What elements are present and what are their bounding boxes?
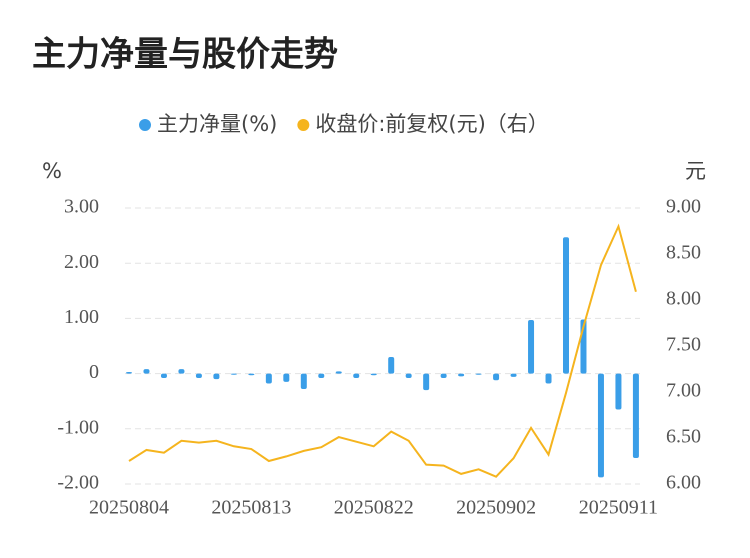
bar — [405, 373, 412, 379]
y-tick-label: 1.00 — [64, 306, 99, 328]
bar — [510, 373, 517, 377]
legend-marker — [139, 119, 151, 131]
y2-tick-label: 8.00 — [666, 288, 701, 310]
x-tick-label: 20250804 — [89, 497, 169, 519]
bar — [248, 373, 255, 376]
bar — [475, 373, 482, 375]
bar — [126, 371, 132, 374]
bar — [283, 373, 290, 382]
bar — [528, 320, 535, 374]
y-axis-unit: % — [42, 159, 62, 183]
bar — [160, 373, 167, 379]
y-tick-label: -1.00 — [57, 416, 99, 438]
legend-label: 主力净量(%) — [157, 112, 277, 136]
bar — [615, 373, 622, 410]
bar — [545, 373, 552, 384]
x-tick-label: 20250813 — [211, 497, 291, 519]
y2-tick-label: 6.00 — [666, 472, 701, 494]
chart-title: 主力净量与股价走势 — [32, 35, 338, 75]
bar — [265, 373, 272, 384]
bar — [597, 373, 604, 478]
y-tick-label: 0 — [89, 361, 99, 383]
bar — [370, 373, 377, 376]
x-tick-label: 20250902 — [456, 497, 536, 519]
y2-tick-label: 7.00 — [666, 380, 701, 402]
bar — [353, 373, 360, 379]
bar — [318, 373, 325, 379]
bar — [563, 237, 569, 374]
price-line — [128, 223, 637, 478]
legend-marker — [297, 119, 310, 131]
y2-tick-label: 9.00 — [666, 196, 701, 218]
bar — [458, 373, 465, 377]
bar — [143, 369, 150, 374]
y-tick-label: 2.00 — [64, 251, 99, 273]
bar — [195, 373, 202, 379]
y2-tick-label: 7.50 — [666, 334, 701, 356]
legend-label: 收盘价:前复权(元)（右） — [315, 112, 548, 136]
bar — [178, 369, 185, 374]
bar — [423, 373, 430, 391]
y2-tick-label: 6.50 — [666, 426, 701, 448]
bar — [632, 373, 639, 459]
bar — [440, 373, 447, 379]
bar — [493, 373, 500, 381]
x-tick-label: 20250822 — [334, 497, 414, 519]
bar — [230, 373, 237, 375]
bar — [213, 373, 220, 380]
bar — [300, 373, 307, 390]
y-tick-label: 3.00 — [64, 196, 99, 218]
y-tick-label: -2.00 — [57, 472, 99, 494]
x-tick-label: 20250911 — [579, 497, 658, 519]
y2-axis-unit: 元 — [685, 159, 706, 183]
y2-tick-label: 8.50 — [666, 242, 701, 264]
bar — [335, 371, 342, 374]
bar — [388, 357, 395, 374]
